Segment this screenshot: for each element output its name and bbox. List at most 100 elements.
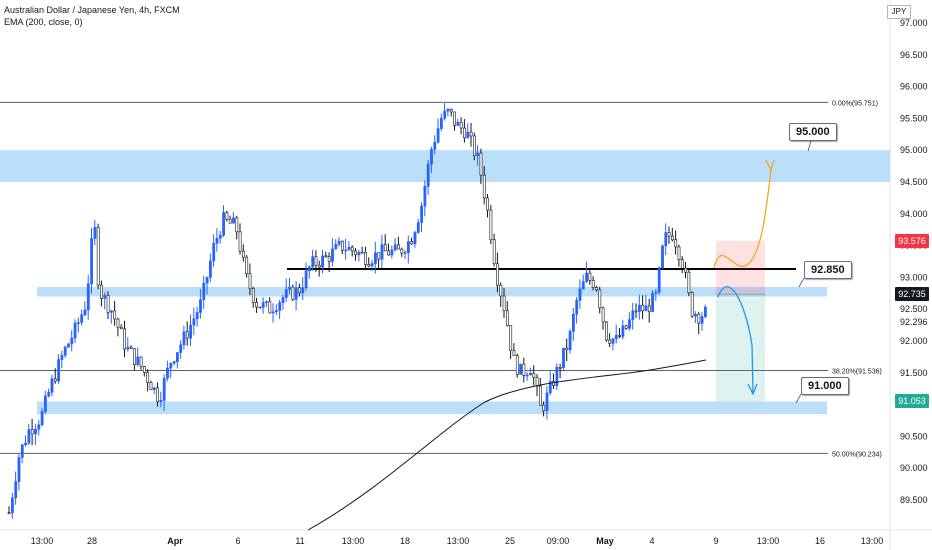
- price-scale-label: 96.500: [900, 50, 928, 60]
- fib-label: 0.00%(95.751): [832, 100, 878, 107]
- candle-body: [265, 301, 268, 303]
- candle-body: [641, 304, 645, 312]
- candle-body: [106, 295, 110, 313]
- time-scale-label: Apr: [167, 536, 183, 546]
- candle-body: [255, 302, 259, 308]
- candle-body: [542, 404, 546, 411]
- candle-body: [436, 128, 440, 143]
- candle-body: [73, 322, 77, 339]
- candle-body: [123, 328, 127, 350]
- candle-body: [486, 197, 490, 211]
- take-profit-area[interactable]: [716, 294, 765, 402]
- candle-body: [347, 246, 351, 251]
- candle-body: [7, 512, 11, 515]
- candle-body: [439, 117, 443, 129]
- candle-body: [261, 302, 265, 308]
- candle-body: [34, 428, 37, 435]
- candle-body: [195, 312, 199, 320]
- candle-body: [644, 305, 648, 312]
- candle-body: [383, 244, 387, 252]
- support-zone-91000[interactable]: [37, 401, 827, 415]
- price-scale-label: 92.500: [900, 304, 928, 314]
- time-scale-label: 13:00: [447, 536, 470, 546]
- candle-body: [472, 135, 476, 157]
- price-scale-label: 94.000: [900, 209, 928, 219]
- bearish-scenario-path[interactable]: [717, 286, 754, 393]
- level-label-92850[interactable]: 92.850: [804, 261, 852, 279]
- candle-body: [53, 378, 57, 382]
- candle-body: [100, 284, 103, 299]
- candle-body: [367, 264, 371, 267]
- candle-body: [17, 457, 21, 482]
- candle-body: [373, 252, 377, 264]
- level-label-95000[interactable]: 95.000: [789, 123, 837, 141]
- candle-body: [690, 292, 694, 317]
- candle-body: [558, 367, 562, 369]
- candle-body: [139, 356, 143, 367]
- candle-body: [466, 131, 470, 139]
- symbol-title[interactable]: Australian Dollar / Japanese Yen, 4h, FX…: [4, 5, 180, 15]
- level-label-91000[interactable]: 91.000: [801, 377, 849, 395]
- candle-body: [215, 237, 219, 244]
- candle-body: [502, 295, 506, 312]
- candle-body: [393, 244, 397, 251]
- candle-body: [598, 289, 602, 309]
- candle-body: [166, 367, 169, 379]
- candle-body: [245, 256, 249, 274]
- candle-body: [77, 322, 80, 324]
- time-scale-label: 09:00: [547, 536, 570, 546]
- bullish-scenario-path[interactable]: [713, 169, 772, 269]
- candle-body: [449, 108, 453, 113]
- time-scale-label: 13:00: [757, 536, 780, 546]
- candle-body: [509, 325, 513, 351]
- candle-body: [96, 227, 100, 286]
- candle-body: [522, 363, 526, 376]
- candle-body: [545, 392, 549, 411]
- label-pointer: [795, 393, 802, 404]
- fib-label: 38.20%(91.536): [832, 369, 882, 376]
- candle-body: [189, 324, 193, 339]
- price-scale-label: 92.000: [900, 336, 928, 346]
- candle-body: [251, 288, 255, 303]
- candle-body: [426, 163, 430, 187]
- candle-body: [482, 174, 486, 199]
- candle-body: [684, 267, 688, 273]
- ema-indicator-label[interactable]: EMA (200, close, 0): [4, 17, 83, 27]
- candle-body: [433, 142, 437, 150]
- candle-body: [337, 240, 341, 245]
- candle-body: [416, 222, 420, 233]
- candle-body: [575, 300, 579, 315]
- candle-body: [377, 252, 381, 260]
- candle-body: [199, 299, 202, 313]
- candle-body: [618, 335, 622, 337]
- candle-body: [380, 244, 384, 260]
- resistance-zone-95000[interactable]: [0, 150, 890, 182]
- candle-body: [218, 234, 222, 239]
- candle-body: [176, 352, 179, 362]
- resistance-zone-92850[interactable]: [37, 286, 827, 297]
- candle-body: [156, 387, 160, 403]
- candle-body: [179, 344, 183, 353]
- candle-body: [182, 331, 186, 346]
- candle-body: [324, 255, 328, 258]
- candle-body: [278, 302, 282, 311]
- candle-body: [621, 325, 625, 337]
- candle-body: [311, 256, 315, 268]
- ema-line[interactable]: [307, 359, 707, 531]
- candle-body: [235, 217, 239, 233]
- candle-body: [202, 282, 206, 300]
- candle-body: [40, 411, 44, 426]
- candle-body: [327, 256, 331, 262]
- candle-body: [149, 382, 153, 391]
- candle-body: [420, 205, 424, 223]
- candle-body: [700, 316, 704, 324]
- currency-badge[interactable]: JPY: [887, 5, 911, 19]
- candle-body: [634, 310, 638, 313]
- candle-body: [119, 326, 123, 330]
- candle-body: [568, 331, 572, 351]
- candle-body: [661, 245, 664, 268]
- candle-body: [86, 283, 90, 311]
- candle-body: [687, 271, 691, 294]
